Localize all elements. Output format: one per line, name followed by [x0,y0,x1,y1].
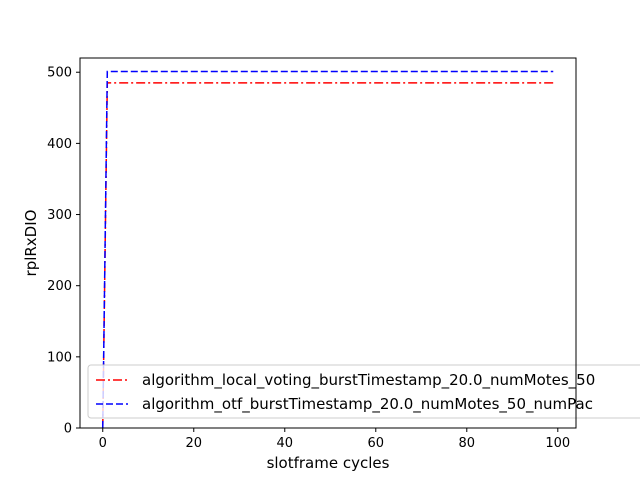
x-tick-label: 0 [99,436,107,451]
x-axis-label: slotframe cycles [267,454,390,472]
x-tick-label: 40 [276,436,293,451]
x-tick-label: 20 [185,436,202,451]
x-tick-label: 80 [459,436,476,451]
legend-label-1: algorithm_local_voting_burstTimestamp_20… [142,371,595,390]
legend: algorithm_local_voting_burstTimestamp_20… [87,364,640,419]
legend-box [87,364,640,419]
y-tick-label: 500 [47,66,72,81]
y-tick-label: 100 [47,350,72,365]
y-tick-label: 400 [47,137,72,152]
legend-label-2: algorithm_otf_burstTimestamp_20.0_numMot… [142,395,593,414]
x-tick-label: 100 [545,436,570,451]
y-axis-label: rplRxDIO [22,210,40,277]
series-line-2 [102,70,554,429]
series-layer [102,70,554,429]
y-tick-label: 200 [47,279,72,294]
x-tick-label: 60 [368,436,385,451]
y-axis-ticks: 0 100 200 300 400 500 [47,66,80,437]
x-axis-ticks: 0 20 40 60 80 100 [99,428,570,451]
y-tick-label: 300 [47,208,72,223]
y-tick-label: 0 [64,422,72,437]
plot-frame [79,57,577,429]
